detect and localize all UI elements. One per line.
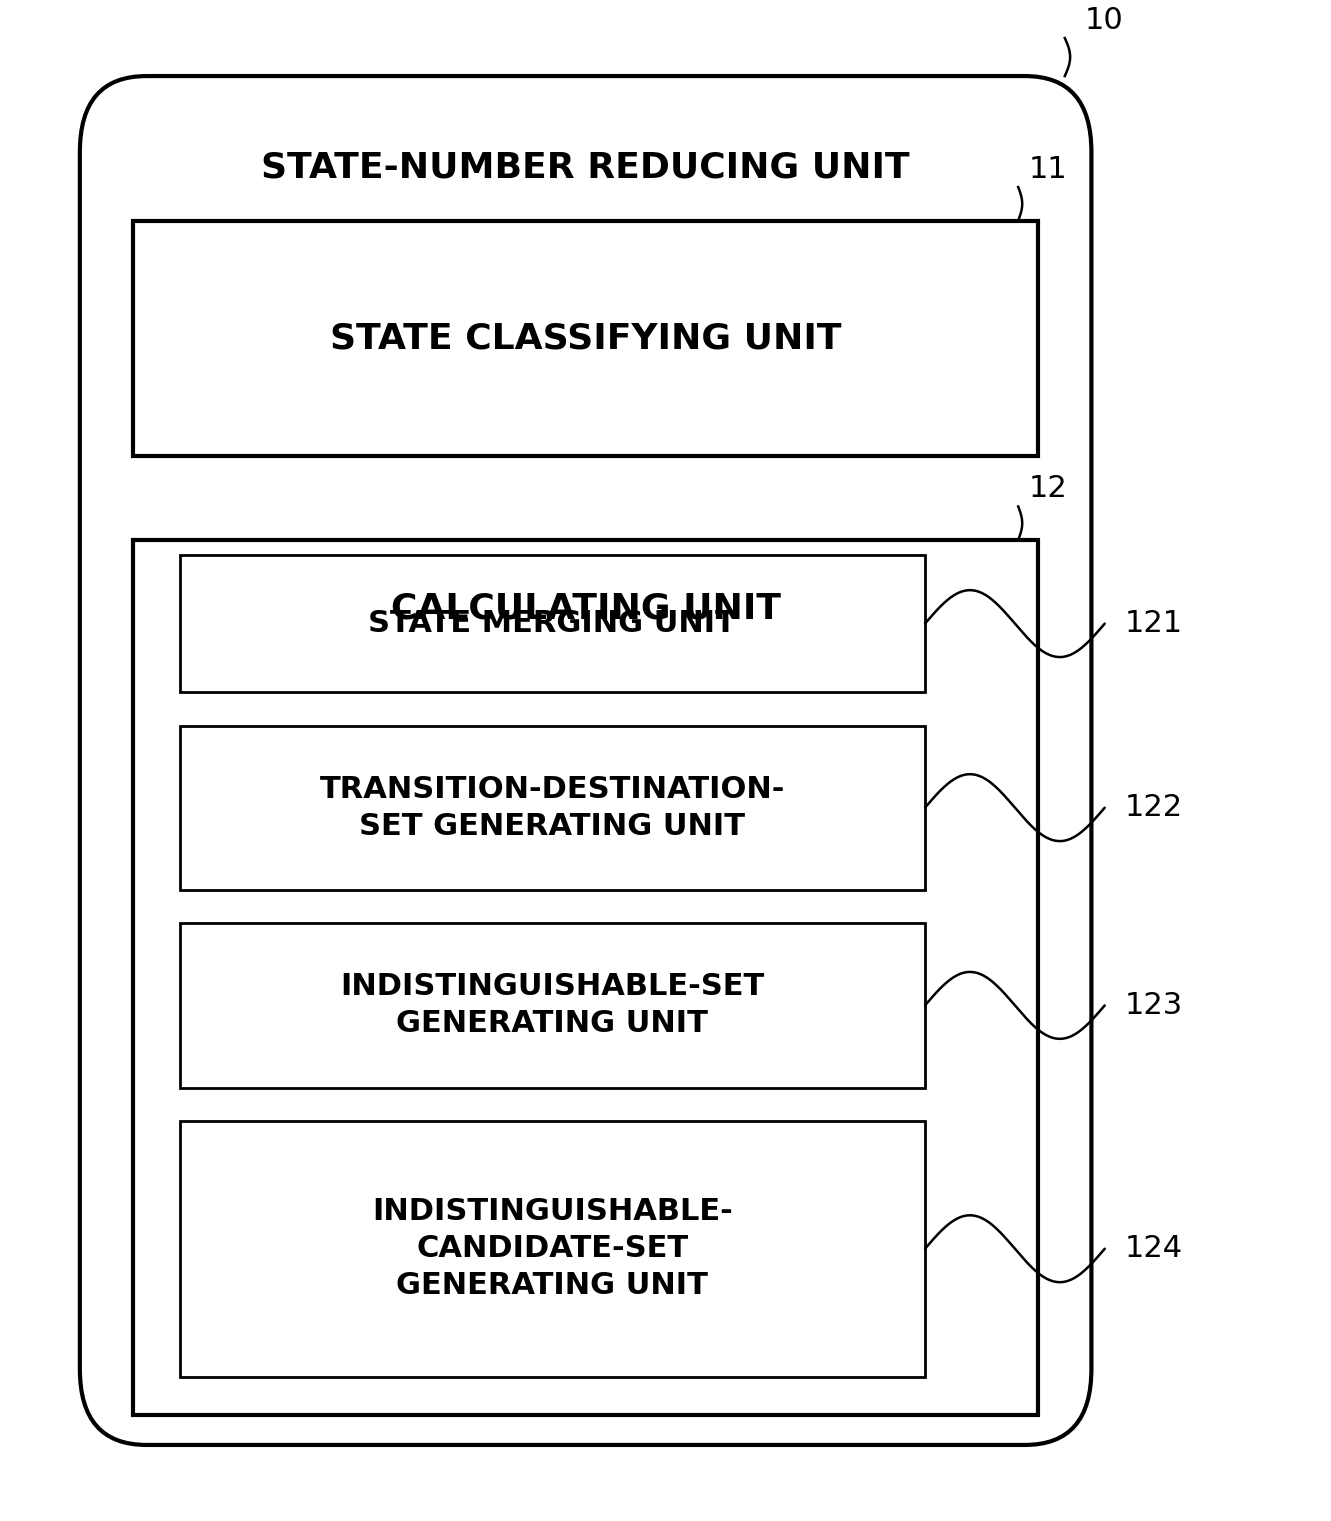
- Bar: [133, 540, 1038, 1415]
- Text: STATE MERGING UNIT: STATE MERGING UNIT: [369, 608, 736, 639]
- Text: 10: 10: [1085, 6, 1123, 35]
- Bar: [180, 555, 925, 692]
- Bar: [180, 923, 925, 1088]
- Text: 12: 12: [1029, 475, 1067, 503]
- Text: INDISTINGUISHABLE-
CANDIDATE-SET
GENERATING UNIT: INDISTINGUISHABLE- CANDIDATE-SET GENERAT…: [371, 1197, 733, 1300]
- FancyBboxPatch shape: [80, 76, 1091, 1445]
- Text: 124: 124: [1125, 1234, 1183, 1264]
- Text: CALCULATING UNIT: CALCULATING UNIT: [390, 592, 781, 625]
- Text: INDISTINGUISHABLE-SET
GENERATING UNIT: INDISTINGUISHABLE-SET GENERATING UNIT: [341, 972, 764, 1039]
- Text: 122: 122: [1125, 792, 1183, 823]
- Text: 121: 121: [1125, 608, 1183, 639]
- Text: 123: 123: [1125, 990, 1183, 1021]
- Bar: [180, 726, 925, 890]
- Text: 11: 11: [1029, 155, 1067, 184]
- Text: TRANSITION-DESTINATION-
SET GENERATING UNIT: TRANSITION-DESTINATION- SET GENERATING U…: [319, 774, 785, 841]
- Bar: [133, 221, 1038, 456]
- Bar: [180, 1121, 925, 1377]
- Text: STATE-NUMBER REDUCING UNIT: STATE-NUMBER REDUCING UNIT: [261, 151, 910, 184]
- Text: STATE CLASSIFYING UNIT: STATE CLASSIFYING UNIT: [330, 321, 841, 356]
